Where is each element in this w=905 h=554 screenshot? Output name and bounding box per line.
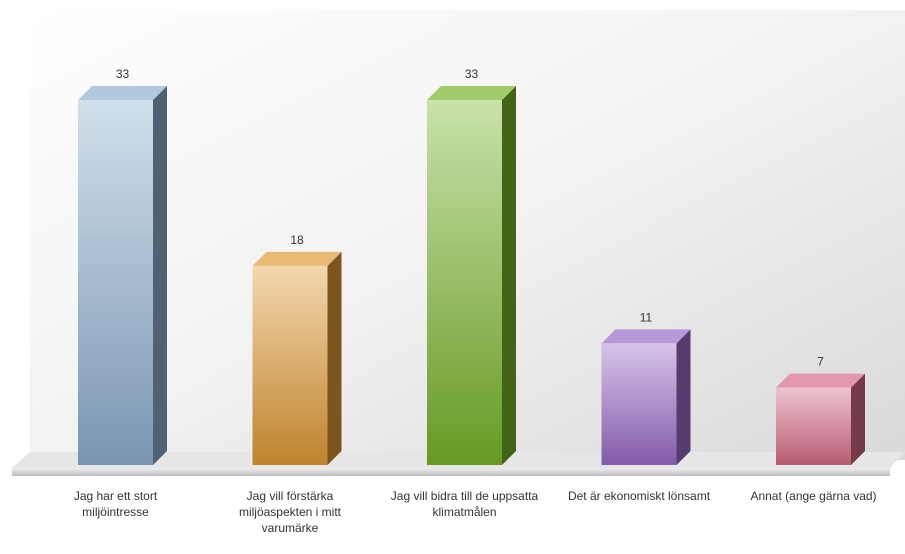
x-tick-label: Det är ekonomiskt lönsamt [567, 489, 711, 503]
bar-top [427, 86, 516, 100]
bar-top [776, 373, 865, 388]
x-tick-label: Jag har ett stort miljöintresse [73, 489, 158, 519]
x-tick-label: Annat (ange gärna vad) [750, 489, 877, 503]
bar [252, 265, 328, 465]
bar-top [252, 251, 342, 266]
bar-side [502, 86, 516, 465]
bar-side [153, 86, 167, 465]
floor-front [12, 468, 890, 476]
value-label: 11 [640, 310, 653, 324]
bar-side [327, 251, 342, 465]
bar-side [851, 373, 865, 465]
x-tick-label: Jag vill förstärka miljöaspekten i mitt … [238, 489, 342, 535]
bar [601, 343, 677, 465]
bar-top [601, 329, 691, 344]
value-label: 7 [817, 355, 824, 369]
bar-side [676, 329, 691, 465]
value-label: 33 [465, 67, 479, 81]
value-label: 18 [290, 233, 304, 247]
value-label: 33 [116, 67, 130, 81]
bar [78, 100, 153, 465]
bar [776, 387, 851, 465]
x-tick-label: Jag vill bidra till de uppsatta klimatmå… [390, 489, 539, 519]
bar [427, 100, 502, 465]
bar-top [78, 86, 167, 100]
